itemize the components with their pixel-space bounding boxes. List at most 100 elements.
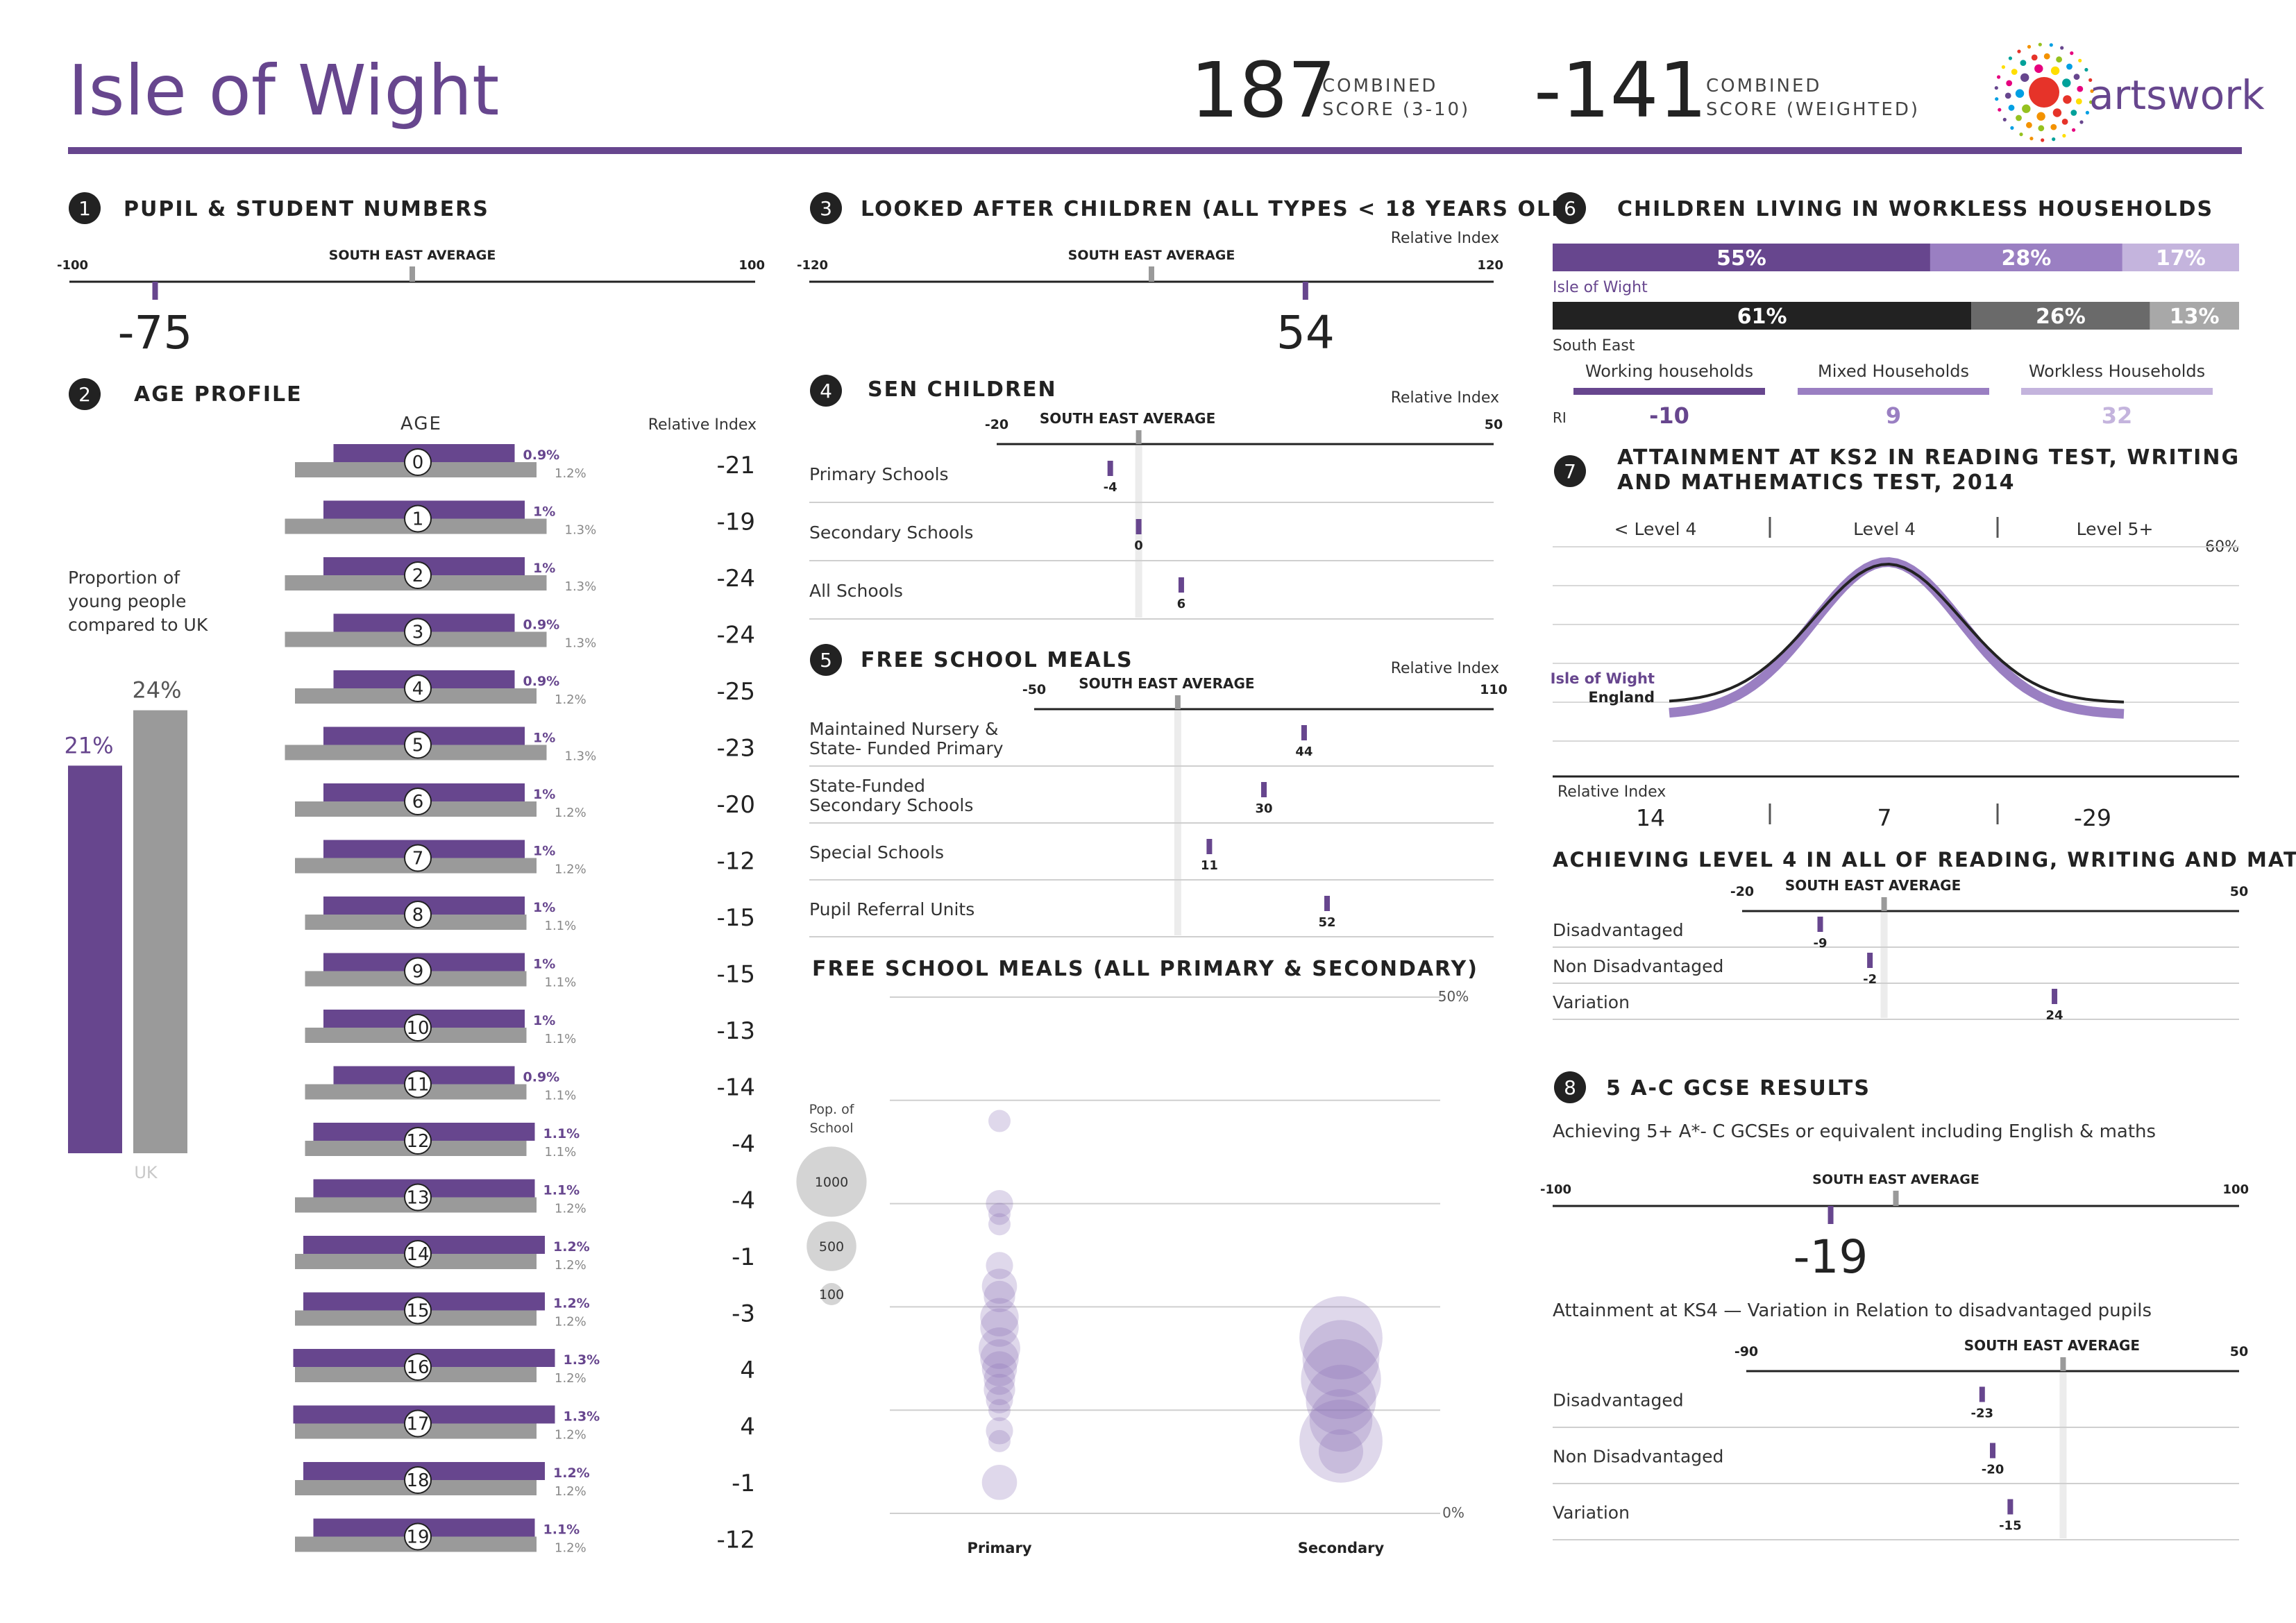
value-label: -4 bbox=[1104, 480, 1117, 495]
age-label: 14 bbox=[406, 1244, 429, 1265]
logo-dot bbox=[2008, 104, 2015, 111]
logo-dot bbox=[2060, 46, 2064, 50]
bubble-point bbox=[1319, 1429, 1363, 1474]
bubble-point bbox=[988, 1429, 1011, 1452]
uk-value-label: 1.2% bbox=[555, 1484, 586, 1499]
local-value-label: 1.1% bbox=[543, 1183, 580, 1198]
logo-dot bbox=[2070, 110, 2077, 116]
gcse-axis: -100 100 SOUTH EAST AVERAGE -19 bbox=[1540, 1172, 2249, 1284]
bubble-legend: 1000 500 100 bbox=[796, 1146, 867, 1305]
south-east-average-marker bbox=[1136, 430, 1142, 444]
age-circle bbox=[404, 1353, 432, 1381]
logo-dot bbox=[2062, 134, 2066, 138]
logo-dot bbox=[2017, 49, 2021, 53]
logo-dot bbox=[2063, 95, 2072, 104]
level4-chart: -20 50 SOUTH EAST AVERAGE Disadvantaged -9 No… bbox=[1553, 877, 2248, 1023]
logo-dot bbox=[1995, 97, 1999, 101]
section-gcse: 8 5 A-C GCSE RESULTS Achieving 5+ A*- C … bbox=[1540, 1071, 2249, 1284]
logo-dot bbox=[2006, 80, 2013, 87]
relative-index-value: -1 bbox=[732, 1470, 755, 1497]
value-marker bbox=[1107, 461, 1113, 476]
section-6-number: 6 bbox=[1564, 197, 1576, 220]
uk-value-label: 1.1% bbox=[545, 1145, 577, 1159]
ks2-ri-value: 14 bbox=[1636, 804, 1665, 831]
logo-dot bbox=[2078, 58, 2082, 62]
south-east-average-marker bbox=[2060, 1357, 2066, 1371]
logo-dot bbox=[2090, 89, 2094, 93]
bubble-point bbox=[1299, 1399, 1383, 1483]
section-2-badge bbox=[69, 378, 101, 410]
relative-index-value: -15 bbox=[716, 961, 755, 989]
uk-caption: UK bbox=[134, 1163, 158, 1182]
value-marker bbox=[1206, 839, 1213, 854]
value-label: -75 bbox=[118, 306, 193, 359]
bubble-point bbox=[986, 1190, 1013, 1218]
section-1-badge bbox=[69, 192, 101, 224]
local-value-label: 0.9% bbox=[523, 448, 560, 463]
logo-dot bbox=[1994, 86, 1998, 90]
row-label: Special Schools bbox=[809, 842, 944, 863]
logo-dot bbox=[2004, 92, 2011, 99]
bubble-y-top-label: 50% bbox=[1438, 988, 1469, 1005]
south-east-average-label: SOUTH EAST AVERAGE bbox=[1068, 248, 1235, 263]
segment-label: 28% bbox=[2002, 246, 2052, 271]
logo-dot bbox=[2085, 110, 2089, 114]
logo-dot bbox=[2084, 67, 2088, 72]
section-3-ri-label: Relative Index bbox=[1391, 230, 1499, 247]
bubble-legend-title-1: Pop. of bbox=[809, 1102, 855, 1117]
age-label: 2 bbox=[412, 566, 424, 586]
age-label: 8 bbox=[412, 905, 424, 926]
ri-label: RI bbox=[1553, 409, 1567, 426]
logo-dot bbox=[2038, 42, 2042, 46]
axis-max-label: 110 bbox=[1480, 682, 1508, 697]
age-circle bbox=[404, 1466, 432, 1494]
value-label: 30 bbox=[1255, 801, 1272, 816]
value-label: -20 bbox=[1982, 1463, 2004, 1477]
bubble-point bbox=[988, 1399, 1011, 1422]
row-label: Variation bbox=[1553, 1503, 1630, 1523]
relative-index-value: -25 bbox=[716, 678, 755, 706]
row-label-line2: Secondary Schools bbox=[809, 795, 973, 815]
age-label: 19 bbox=[406, 1527, 429, 1548]
logo-dot bbox=[2029, 137, 2034, 141]
section-7-badge bbox=[1554, 455, 1586, 487]
local-value-label: 1.2% bbox=[553, 1239, 590, 1255]
logo-dot bbox=[2022, 104, 2031, 113]
age-circle bbox=[404, 1183, 432, 1212]
logo-dot bbox=[2001, 65, 2005, 69]
age-circle bbox=[404, 1014, 432, 1042]
logo-dot bbox=[1997, 75, 2001, 79]
bubble-category-label: Primary bbox=[967, 1540, 1031, 1556]
value-marker bbox=[1301, 725, 1307, 740]
section-pupil-numbers: 1 PUPIL & STUDENT NUMBERS -100 100 SOUTH E… bbox=[57, 192, 765, 359]
local-value-label: 0.9% bbox=[523, 618, 560, 633]
south-east-average-label: SOUTH EAST AVERAGE bbox=[329, 248, 496, 263]
relative-index-value: -1 bbox=[732, 1243, 755, 1271]
local-value-label: 1% bbox=[533, 731, 555, 746]
bubble-points bbox=[979, 1110, 1383, 1500]
uk-value-label: 1.3% bbox=[565, 749, 597, 764]
age-label: 16 bbox=[406, 1357, 429, 1378]
age-label: 15 bbox=[406, 1301, 429, 1322]
age-label: 0 bbox=[412, 452, 424, 473]
bubble-point bbox=[988, 1213, 1011, 1236]
logo-dot bbox=[2020, 73, 2029, 83]
row-label: Non Disadvantaged bbox=[1553, 956, 1723, 976]
south-east-average-marker bbox=[1149, 266, 1154, 282]
ri-value: 9 bbox=[1886, 402, 1901, 429]
axis-min-label: -20 bbox=[1730, 884, 1754, 899]
logo-dot bbox=[2034, 64, 2043, 74]
value-label: 11 bbox=[1201, 858, 1218, 873]
age-circle bbox=[404, 1296, 432, 1325]
bubble-point bbox=[1302, 1320, 1380, 1397]
bubble-legend-circle bbox=[796, 1146, 867, 1217]
axis-max-label: 50 bbox=[2230, 884, 2248, 899]
proportion-text-3: compared to UK bbox=[68, 615, 208, 635]
ks2-ri-value: -29 bbox=[2074, 804, 2111, 831]
row-label: Secondary Schools bbox=[809, 522, 973, 543]
category-label: Mixed Households bbox=[1818, 362, 1969, 381]
proportion-text-1: Proportion of bbox=[68, 568, 180, 588]
age-label: 13 bbox=[406, 1188, 429, 1209]
south-east-average-label: SOUTH EAST AVERAGE bbox=[1812, 1172, 1980, 1187]
axis-max-label: 100 bbox=[738, 258, 765, 273]
